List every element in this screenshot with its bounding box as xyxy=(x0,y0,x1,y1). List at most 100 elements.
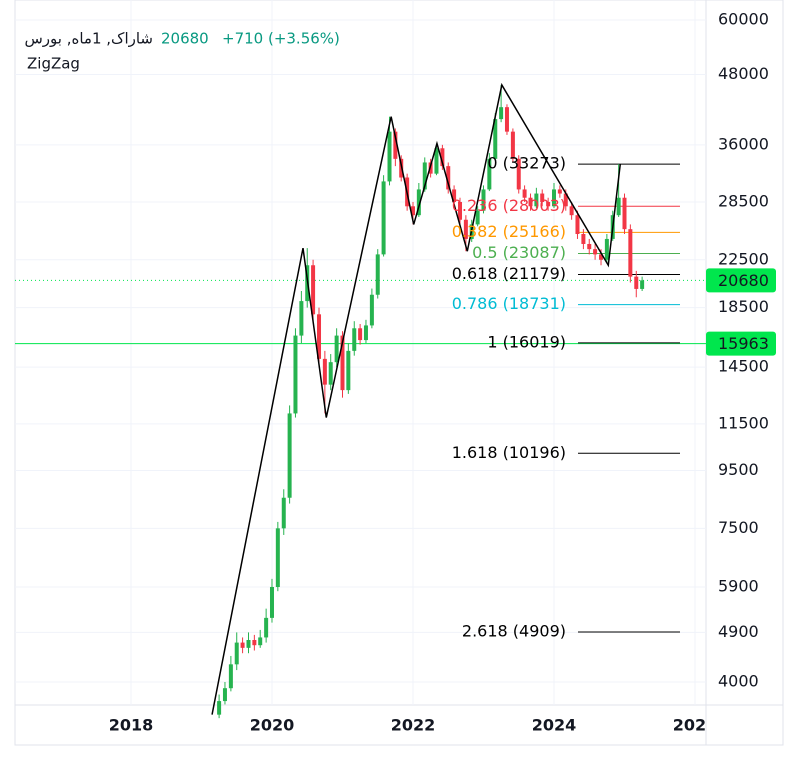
fib-label: 0.382 (25166) xyxy=(452,222,566,241)
fib-label: 0.786 (18731) xyxy=(452,294,566,313)
candle-body xyxy=(393,131,398,159)
candle-body xyxy=(540,193,545,202)
candle-body xyxy=(593,249,598,255)
candle-body xyxy=(546,201,551,207)
price-badge xyxy=(706,268,776,293)
candle-body xyxy=(487,158,492,190)
x-tick-label: 2026 xyxy=(673,716,718,735)
price-badge-label: 15963 xyxy=(718,334,769,353)
y-tick-label: 4900 xyxy=(718,622,759,641)
candle-body xyxy=(240,642,245,648)
candle-body xyxy=(334,335,339,363)
x-tick-labels: 2018 2020 2022 2024 2026 xyxy=(109,716,718,735)
candle-body xyxy=(528,197,533,207)
candle-body xyxy=(616,197,621,216)
candle-body xyxy=(228,664,233,689)
grid xyxy=(15,0,706,705)
y-tick-label: 36000 xyxy=(718,134,769,153)
candle-body xyxy=(217,701,222,715)
candle-body xyxy=(458,201,463,220)
fib-label: 0.236 (28003) xyxy=(452,196,566,215)
plot-area xyxy=(15,82,706,719)
price-badge xyxy=(706,331,776,356)
zigzag-line xyxy=(211,82,622,715)
candle-body xyxy=(381,181,386,255)
y-tick-label: 28500 xyxy=(718,191,769,210)
x-tick-label: 2020 xyxy=(250,716,295,735)
y-tick-label: 5900 xyxy=(718,576,759,595)
symbol: شاراک, 1ماه, بورس xyxy=(24,30,153,48)
candle-body xyxy=(299,301,304,336)
fib-label: 0 (33273) xyxy=(487,154,566,173)
candle-body xyxy=(452,189,457,202)
x-tick-label: 2024 xyxy=(532,716,577,735)
candle-body xyxy=(575,215,580,235)
candle-body xyxy=(622,197,627,230)
candle-body xyxy=(640,280,645,289)
indicator-name: ZigZag xyxy=(27,55,80,73)
fib-label: 1 (16019) xyxy=(487,332,566,351)
candle-body xyxy=(328,362,333,385)
axes: 60000 48000 36000 28500 22500 18500 14500 11500… xyxy=(109,9,769,734)
candle-body xyxy=(287,413,292,498)
candle-body xyxy=(375,254,380,295)
candle-body xyxy=(510,131,515,159)
candle-body xyxy=(252,639,257,646)
last-price: 20680 xyxy=(161,30,209,48)
price-badge-label: 20680 xyxy=(718,271,769,290)
candle-body xyxy=(234,642,239,665)
fib-label: 1.618 (10196) xyxy=(452,443,566,462)
candle-body xyxy=(258,637,263,646)
candle-body xyxy=(410,206,415,216)
y-tick-label: 60000 xyxy=(718,9,769,28)
candle-body xyxy=(317,314,322,359)
candle-body xyxy=(628,229,633,277)
candle-body xyxy=(416,189,421,216)
candle-body xyxy=(563,193,568,207)
candle-body xyxy=(475,210,480,225)
y-tick-label: 22500 xyxy=(718,249,769,268)
candle-body xyxy=(352,328,357,351)
candle-body xyxy=(346,350,351,391)
candle-body xyxy=(222,688,227,702)
candle-body xyxy=(557,189,562,194)
candle-body xyxy=(440,148,445,167)
candle-body xyxy=(434,148,439,174)
candle-body xyxy=(264,617,269,638)
change: +710 (+3.56%) xyxy=(222,30,340,48)
fib-label: 2.618 (4909) xyxy=(462,621,566,640)
y-tick-label: 11500 xyxy=(718,413,769,432)
fib-label: 0.618 (21179) xyxy=(452,264,566,283)
candle-body xyxy=(534,193,539,207)
candle-body xyxy=(363,325,368,341)
candle-body xyxy=(358,328,363,341)
candle-body xyxy=(599,254,604,260)
candle-body xyxy=(311,265,316,315)
candle-body xyxy=(493,119,498,159)
candle-body xyxy=(463,219,468,239)
candle-body xyxy=(516,158,521,190)
candle-body xyxy=(522,189,527,198)
candle-body xyxy=(322,358,327,385)
candle-body xyxy=(246,639,251,648)
candle-body xyxy=(369,294,374,326)
x-tick-label: 2018 xyxy=(109,716,154,735)
candle-body xyxy=(634,276,639,289)
fib-label: 0.5 (23087) xyxy=(472,243,566,262)
candle-body xyxy=(504,107,509,132)
frame xyxy=(14,0,784,746)
x-tick-label: 2022 xyxy=(391,716,436,735)
candle-body xyxy=(275,528,280,587)
y-tick-label: 9500 xyxy=(718,460,759,479)
y-tick-label: 18500 xyxy=(718,297,769,316)
y-tick-label: 4000 xyxy=(718,672,759,691)
candle-body xyxy=(387,131,392,182)
y-tick-label: 48000 xyxy=(718,64,769,83)
candle-body xyxy=(587,243,592,250)
candle-body xyxy=(481,189,486,211)
candle-body xyxy=(499,107,504,120)
candle-body xyxy=(422,162,427,190)
candle-body xyxy=(581,234,586,244)
candle-body xyxy=(604,238,609,260)
